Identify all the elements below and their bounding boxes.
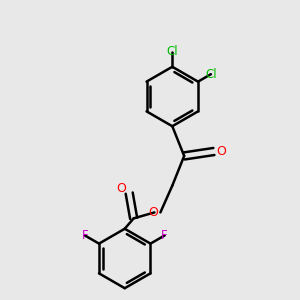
Text: O: O	[116, 182, 126, 195]
Text: Cl: Cl	[205, 68, 217, 81]
Text: O: O	[148, 206, 158, 219]
Text: O: O	[216, 145, 226, 158]
Text: F: F	[82, 229, 88, 242]
Text: F: F	[161, 229, 168, 242]
Text: Cl: Cl	[167, 45, 178, 58]
